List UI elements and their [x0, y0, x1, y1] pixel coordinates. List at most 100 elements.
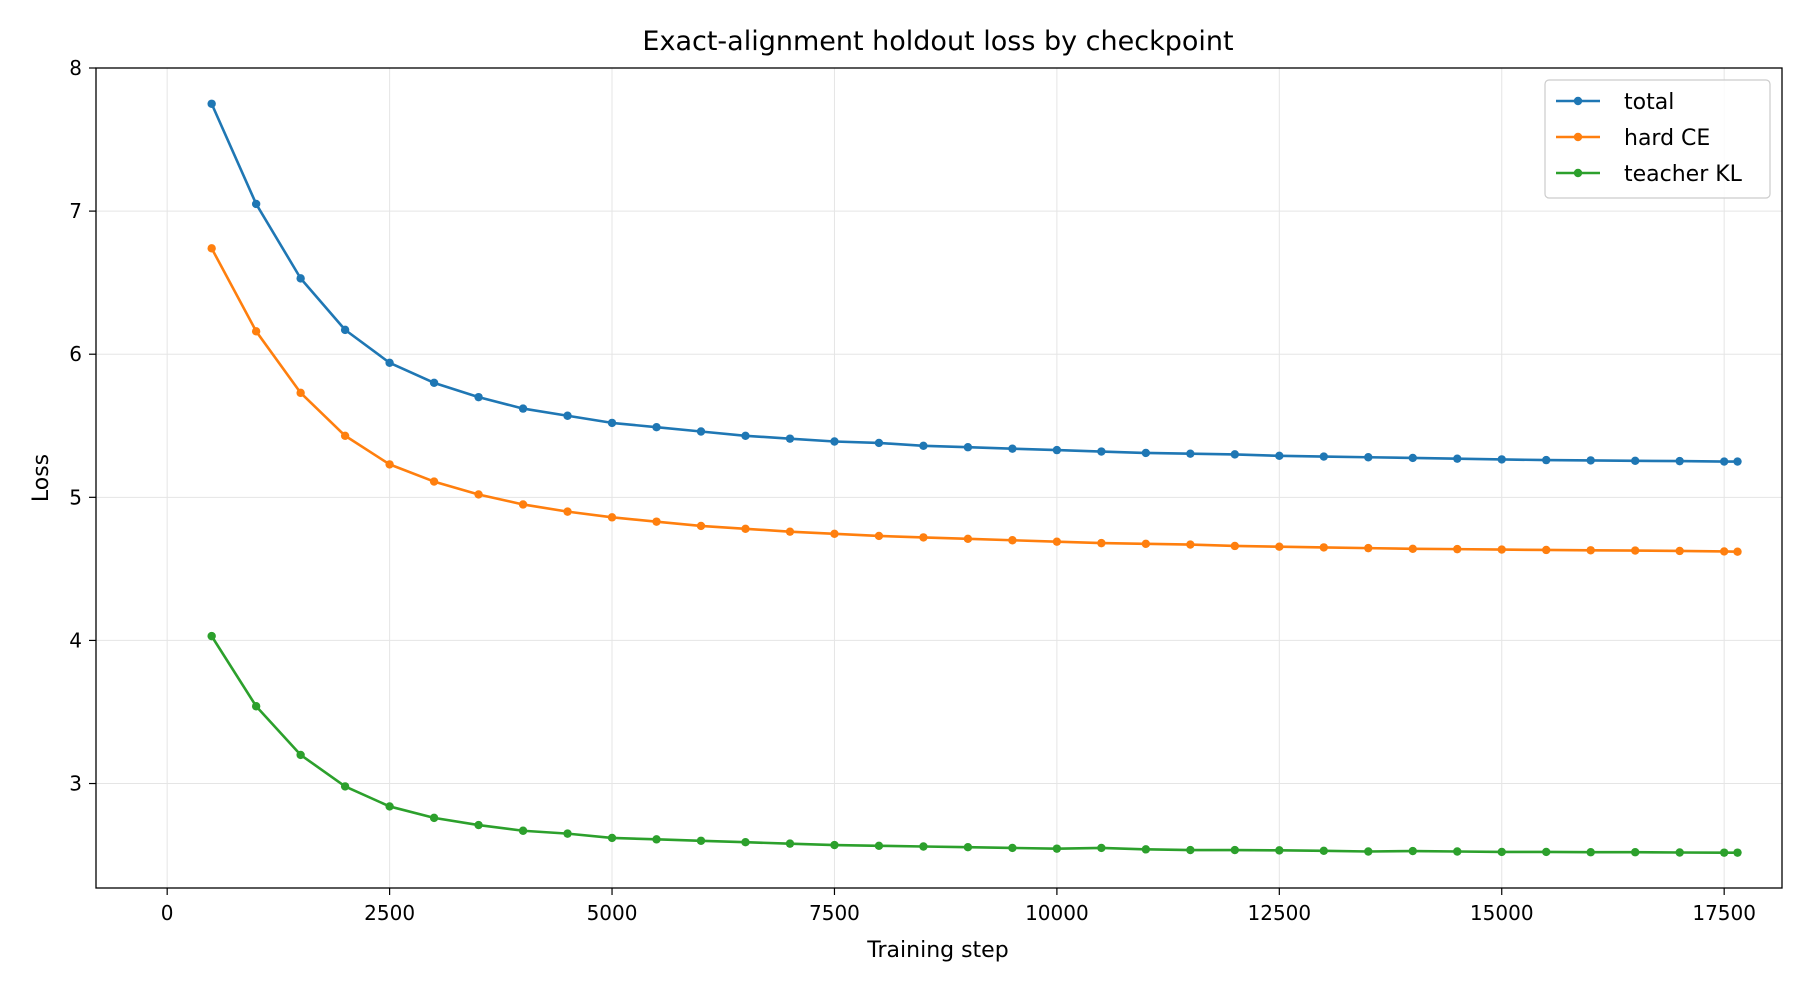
data-point-teacher-kl	[429, 813, 439, 823]
legend-marker-hard-ce	[1573, 132, 1583, 142]
data-point-hard-ce	[385, 460, 394, 469]
legend-box	[1544, 79, 1771, 199]
x-tick-label: 17500	[1692, 901, 1756, 925]
data-point-teacher-kl	[1364, 847, 1373, 856]
data-point-hard-ce	[607, 513, 617, 522]
data-point-total	[1586, 456, 1595, 465]
data-point-teacher-kl	[385, 802, 394, 811]
data-point-teacher-kl	[741, 838, 750, 847]
data-point-total	[1141, 448, 1151, 458]
data-point-hard-ce	[830, 529, 839, 539]
data-point-total	[207, 99, 216, 108]
data-point-total	[874, 438, 884, 448]
x-tick-label: 10000	[1025, 901, 1089, 925]
series-teacher-kl	[207, 631, 1742, 857]
data-point-total	[1719, 457, 1729, 466]
data-point-total	[607, 418, 617, 428]
data-point-hard-ce	[563, 507, 572, 516]
data-point-hard-ce	[1319, 543, 1328, 552]
x-tick-label: 12500	[1248, 901, 1312, 925]
data-point-teacher-kl	[340, 782, 350, 791]
data-point-total	[251, 199, 261, 209]
data-point-hard-ce	[207, 244, 216, 253]
series-line-hard-ce	[210, 247, 1738, 553]
data-point-teacher-kl	[207, 631, 216, 641]
data-point-hard-ce	[696, 521, 706, 531]
data-point-hard-ce	[874, 531, 884, 541]
data-point-teacher-kl	[251, 702, 261, 711]
data-point-teacher-kl	[1230, 845, 1240, 855]
x-tick-label: 5000	[587, 901, 638, 925]
data-point-hard-ce	[741, 524, 750, 534]
data-point-teacher-kl	[696, 836, 706, 845]
data-point-hard-ce	[1586, 546, 1595, 555]
data-point-total	[785, 434, 795, 443]
data-point-teacher-kl	[1052, 844, 1062, 853]
axis-ticks: 0 2500 5000 7500 10000 12500 15000 17500 3 4 5 6 7 8	[69, 56, 1756, 925]
data-point-teacher-kl	[1630, 848, 1640, 857]
y-tick-label: 7	[69, 199, 82, 223]
x-tick-label: 7500	[809, 901, 860, 925]
x-axis-label: Training step	[866, 938, 1008, 963]
data-point-hard-ce	[518, 500, 528, 509]
data-point-hard-ce	[1097, 538, 1106, 548]
y-tick-label: 6	[69, 342, 82, 366]
data-point-total	[1097, 447, 1106, 456]
data-point-teacher-kl	[1141, 845, 1151, 854]
data-point-total	[1364, 453, 1373, 462]
legend-label-total: total	[1624, 90, 1674, 115]
data-point-hard-ce	[1141, 539, 1151, 549]
data-point-hard-ce	[1275, 542, 1284, 551]
data-point-total	[963, 443, 973, 452]
data-point-total	[474, 392, 483, 402]
data-point-teacher-kl	[1097, 843, 1106, 853]
data-point-hard-ce	[1719, 547, 1729, 556]
data-point-teacher-kl	[963, 843, 973, 852]
data-point-hard-ce	[1630, 546, 1640, 555]
data-point-hard-ce	[251, 327, 261, 336]
data-point-total	[518, 404, 528, 413]
x-tick-label: 0	[161, 901, 174, 925]
data-point-hard-ce	[1008, 536, 1017, 545]
data-point-total	[296, 274, 305, 283]
data-point-hard-ce	[785, 527, 795, 536]
x-tick-label: 2500	[364, 901, 415, 925]
series-line-teacher-kl	[210, 635, 1738, 854]
data-point-teacher-kl	[1186, 845, 1195, 855]
data-point-total	[1542, 455, 1551, 465]
data-point-total	[1186, 449, 1195, 458]
y-tick-label: 4	[69, 628, 82, 652]
data-point-teacher-kl	[563, 829, 572, 838]
data-point-teacher-kl	[518, 826, 528, 835]
data-point-hard-ce	[340, 431, 350, 440]
data-point-hard-ce	[1675, 546, 1684, 556]
data-point-hard-ce	[429, 477, 439, 486]
legend-item-teacher-kl: teacher KL	[1556, 162, 1743, 187]
data-point-hard-ce	[919, 533, 928, 542]
chart-title: Exact-alignment holdout loss by checkpoi…	[642, 26, 1233, 57]
data-point-hard-ce	[296, 388, 305, 398]
series-layer	[207, 99, 1742, 857]
y-tick-label: 8	[69, 56, 82, 80]
data-point-total	[652, 422, 661, 432]
data-point-teacher-kl	[1733, 848, 1742, 857]
data-point-teacher-kl	[1675, 848, 1684, 857]
data-point-hard-ce	[1542, 545, 1551, 555]
data-point-teacher-kl	[1542, 847, 1551, 857]
data-point-teacher-kl	[296, 750, 305, 760]
series-line-total	[210, 103, 1738, 463]
data-point-hard-ce	[1052, 537, 1062, 546]
data-point-total	[1052, 445, 1062, 455]
data-point-teacher-kl	[830, 840, 839, 850]
data-point-hard-ce	[1408, 544, 1417, 554]
data-point-teacher-kl	[607, 833, 617, 843]
y-tick-label: 3	[69, 772, 82, 796]
data-point-teacher-kl	[874, 841, 884, 850]
legend-label-teacher-kl: teacher KL	[1624, 162, 1743, 187]
data-point-teacher-kl	[1497, 847, 1506, 857]
legend-marker-teacher-kl	[1573, 168, 1583, 178]
data-point-teacher-kl	[474, 820, 483, 830]
series-total	[207, 99, 1742, 466]
data-point-total	[1008, 444, 1017, 453]
